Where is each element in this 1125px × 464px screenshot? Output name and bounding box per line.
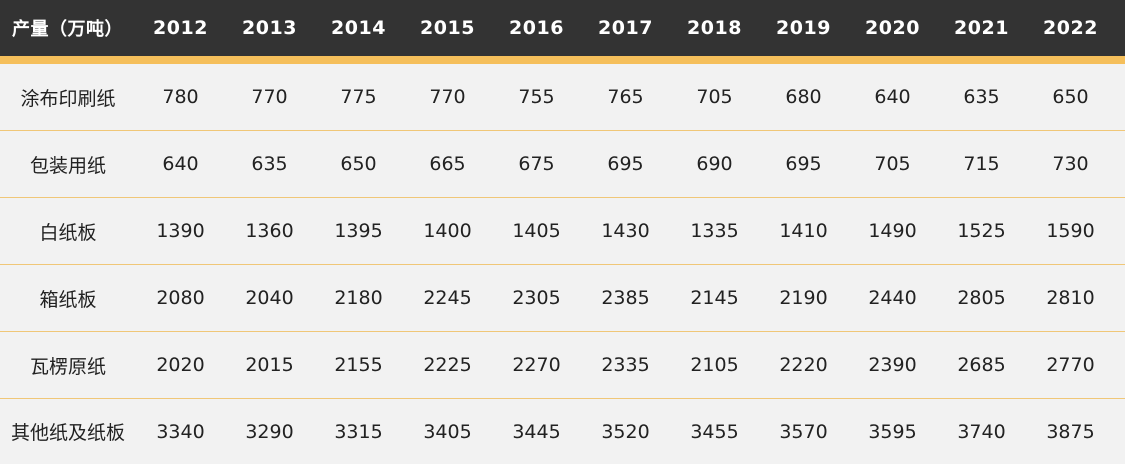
data-cell: 2190 <box>779 287 828 309</box>
data-cell: 765 <box>607 86 644 108</box>
table-body: 涂布印刷纸 780 770 775 770 755 765 705 680 640 635 650 包装… <box>0 64 1125 464</box>
data-cell: 1430 <box>601 220 650 242</box>
data-cell: 1490 <box>868 220 917 242</box>
data-cell: 3290 <box>245 420 294 443</box>
data-cell: 770 <box>251 86 288 108</box>
row-label: 其他纸及纸板 <box>10 422 125 444</box>
data-cell: 635 <box>251 153 288 175</box>
header-year: 2013 <box>242 17 297 39</box>
data-cell: 695 <box>607 153 644 175</box>
data-cell: 695 <box>785 153 822 175</box>
header-year: 2019 <box>776 17 831 39</box>
data-cell: 665 <box>429 153 466 175</box>
data-cell: 2245 <box>423 287 472 309</box>
data-cell: 3740 <box>957 420 1006 443</box>
data-cell: 2220 <box>779 354 828 376</box>
data-cell: 2810 <box>1046 287 1095 309</box>
data-cell: 2145 <box>690 287 739 309</box>
data-cell: 1400 <box>423 220 472 242</box>
table-row: 白纸板 1390 1360 1395 1400 1405 1430 1335 1410 1490 1… <box>0 198 1125 265</box>
data-cell: 1395 <box>334 220 383 242</box>
data-cell: 1590 <box>1046 220 1095 242</box>
data-cell: 2390 <box>868 354 917 376</box>
header-year: 2018 <box>687 17 742 39</box>
data-cell: 635 <box>963 86 1000 108</box>
data-cell: 3455 <box>690 420 739 443</box>
data-cell: 3405 <box>423 420 472 443</box>
data-cell: 2015 <box>245 354 294 376</box>
data-cell: 1360 <box>245 220 294 242</box>
data-cell: 770 <box>429 86 466 108</box>
table-row: 瓦楞原纸 2020 2015 2155 2225 2270 2335 2105 2220 2390… <box>0 332 1125 399</box>
data-cell: 1335 <box>690 220 739 242</box>
data-cell: 705 <box>696 86 733 108</box>
row-label: 涂布印刷纸 <box>20 87 116 110</box>
data-cell: 650 <box>1052 86 1089 108</box>
header-label: 产量（万吨） <box>12 19 123 40</box>
header-year: 2017 <box>598 17 653 39</box>
data-cell: 640 <box>162 153 199 175</box>
data-cell: 715 <box>963 153 1000 175</box>
data-cell: 775 <box>340 86 377 108</box>
data-cell: 650 <box>340 153 377 175</box>
header-year: 2015 <box>420 17 475 39</box>
data-cell: 1405 <box>512 220 561 242</box>
table-header: 产量（万吨） 2012 2013 2014 2015 2016 2017 201… <box>0 0 1125 64</box>
data-cell: 3520 <box>601 420 650 443</box>
data-cell: 2440 <box>868 287 917 309</box>
data-cell: 780 <box>162 86 199 108</box>
header-year: 2016 <box>509 17 564 39</box>
data-cell: 2020 <box>156 354 205 376</box>
header-year: 2022 <box>1043 17 1098 39</box>
data-cell: 3595 <box>868 420 917 443</box>
data-cell: 3315 <box>334 420 383 443</box>
data-cell: 2080 <box>156 287 205 309</box>
data-cell: 1390 <box>156 220 205 242</box>
data-cell: 1410 <box>779 220 828 242</box>
header-year: 2021 <box>954 17 1009 39</box>
data-cell: 675 <box>518 153 555 175</box>
data-cell: 2225 <box>423 354 472 376</box>
table-row: 包装用纸 640 635 650 665 675 695 690 695 705 715 730 <box>0 131 1125 198</box>
data-cell: 2180 <box>334 287 383 309</box>
header-year: 2020 <box>865 17 920 39</box>
data-cell: 2805 <box>957 287 1006 309</box>
production-table: 产量（万吨） 2012 2013 2014 2015 2016 2017 201… <box>0 0 1125 444</box>
header-year: 2012 <box>153 17 208 39</box>
data-cell: 680 <box>785 86 822 108</box>
data-cell: 1525 <box>957 220 1006 242</box>
data-cell: 755 <box>518 86 555 108</box>
data-cell: 2155 <box>334 354 383 376</box>
row-label: 白纸板 <box>39 221 97 244</box>
data-cell: 3445 <box>512 420 561 443</box>
row-label: 箱纸板 <box>39 288 97 311</box>
data-cell: 690 <box>696 153 733 175</box>
table-row: 箱纸板 2080 2040 2180 2245 2305 2385 2145 2190 2440 2… <box>0 265 1125 332</box>
data-cell: 3340 <box>156 420 205 443</box>
data-cell: 2685 <box>957 354 1006 376</box>
table-row: 其他纸及纸板 3340 3290 3315 3405 3445 3520 3455 3570 35… <box>0 399 1125 464</box>
row-label: 包装用纸 <box>29 154 106 177</box>
data-cell: 2305 <box>512 287 561 309</box>
data-cell: 2385 <box>601 287 650 309</box>
data-cell: 2770 <box>1046 354 1095 376</box>
data-cell: 705 <box>874 153 911 175</box>
data-cell: 3875 <box>1046 420 1095 443</box>
data-cell: 640 <box>874 86 911 108</box>
data-cell: 2040 <box>245 287 294 309</box>
data-cell: 730 <box>1052 153 1089 175</box>
data-cell: 2270 <box>512 354 561 376</box>
table-row: 涂布印刷纸 780 770 775 770 755 765 705 680 640 635 650 <box>0 64 1125 131</box>
data-cell: 2335 <box>601 354 650 376</box>
header-year: 2014 <box>331 17 386 39</box>
row-label: 瓦楞原纸 <box>29 355 106 378</box>
data-cell: 3570 <box>779 420 828 443</box>
data-cell: 2105 <box>690 354 739 376</box>
